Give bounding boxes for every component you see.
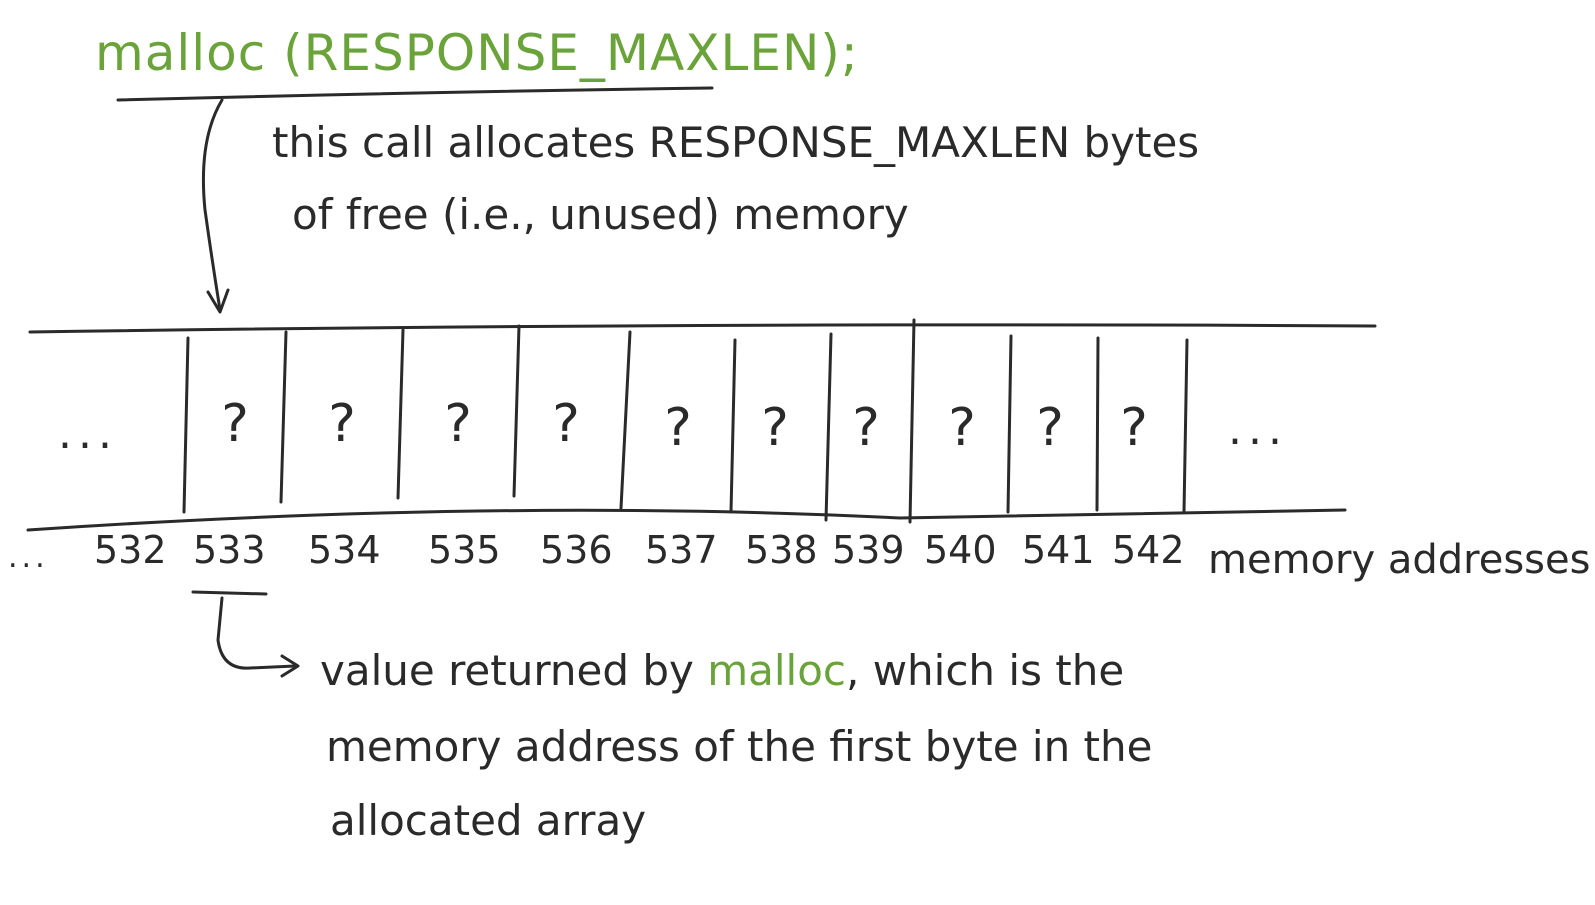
cell-value-534: ?: [328, 394, 356, 454]
address-541: 541: [1022, 528, 1095, 572]
memory-ellipsis-right: ...: [1228, 404, 1288, 455]
cell-divider: [396, 328, 405, 500]
address-537: 537: [645, 528, 718, 572]
cell-divider: [908, 318, 916, 524]
cell-divider: [1095, 336, 1100, 512]
return-value-arrow-head: [280, 654, 300, 678]
cell-value-535: ?: [444, 394, 472, 454]
malloc-paren-close: );: [820, 24, 859, 82]
cell-divider: [279, 330, 288, 504]
cell-divider: [1182, 338, 1189, 514]
address-533: 533: [193, 528, 266, 572]
return-value-note-line-1: value returned by malloc, which is the: [320, 650, 1124, 692]
malloc-arg: RESPONSE_MAXLEN: [303, 24, 821, 82]
address-539: 539: [832, 528, 905, 572]
return-value-prefix: value returned by: [320, 646, 708, 695]
memory-strip-top: [28, 323, 1377, 334]
return-value-note-line-3: allocated array: [330, 796, 647, 845]
cell-value-540: ?: [948, 398, 976, 458]
cell-divider: [1006, 334, 1013, 514]
malloc-call: malloc (RESPONSE_MAXLEN);: [95, 28, 859, 78]
allocation-arrow-head: [206, 288, 230, 314]
address-542: 542: [1112, 528, 1185, 572]
malloc-func-name: malloc: [95, 24, 267, 82]
cell-divider: [619, 330, 632, 510]
cell-divider: [824, 332, 833, 522]
address-538: 538: [745, 528, 818, 572]
allocation-note-line-1: this call allocates RESPONSE_MAXLEN byte…: [272, 118, 1200, 167]
allocation-arrow: [201, 98, 224, 312]
cell-value-539: ?: [852, 398, 880, 458]
cell-value-542: ?: [1120, 398, 1148, 458]
address-540: 540: [924, 528, 997, 572]
cell-divider: [512, 324, 521, 498]
malloc-paren-open: (: [266, 24, 304, 82]
cell-value-538: ?: [761, 398, 789, 458]
address-535: 535: [428, 528, 501, 572]
allocation-note-line-2: of free (i.e., unused) memory: [292, 190, 909, 239]
cell-divider: [182, 336, 190, 514]
malloc-underline: [116, 86, 714, 102]
address-534: 534: [308, 528, 381, 572]
return-value-suffix: , which is the: [846, 646, 1125, 695]
cell-value-541: ?: [1036, 398, 1064, 458]
address-536: 536: [540, 528, 613, 572]
memory-ellipsis-left: ...: [58, 408, 118, 459]
address-ellipsis: ...: [8, 540, 49, 575]
return-value-func-name: malloc: [707, 646, 846, 695]
address-533-underline: [191, 590, 268, 596]
cell-divider: [729, 338, 737, 514]
return-value-note-line-2: memory address of the first byte in the: [326, 722, 1153, 771]
cell-value-537: ?: [664, 398, 692, 458]
return-value-arrow: [216, 596, 297, 670]
address-532: 532: [94, 528, 167, 572]
memory-strip-bottom: [26, 508, 1347, 532]
cell-value-536: ?: [552, 394, 580, 454]
cell-value-533: ?: [221, 394, 249, 454]
memory-addresses-label: memory addresses: [1208, 537, 1591, 583]
